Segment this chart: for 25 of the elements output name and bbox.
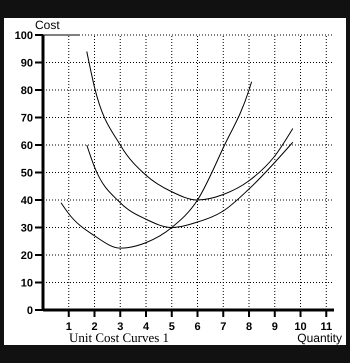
- y-tick-label: 30: [20, 222, 33, 234]
- y-tick-label: 50: [20, 168, 33, 180]
- y-tick-label: 100: [14, 30, 33, 42]
- x-tick-label: 9: [272, 321, 278, 333]
- y-tick-label: 20: [20, 250, 33, 262]
- x-tick-label: 11: [320, 321, 332, 333]
- y-tick-label: 80: [20, 85, 33, 97]
- y-tick-label: 90: [20, 58, 33, 70]
- x-tick-label: 5: [168, 321, 175, 333]
- x-tick-label: 10: [294, 321, 307, 333]
- x-tick-label: 2: [91, 321, 98, 333]
- y-tick-label: 10: [20, 278, 33, 290]
- x-axis-title: Quantity: [297, 331, 342, 345]
- y-tick-label: 0: [26, 305, 33, 317]
- x-tick-label: 3: [117, 321, 124, 333]
- y-axis-title: Cost: [35, 18, 60, 32]
- x-tick-label: 7: [220, 321, 226, 333]
- x-tick-label: 4: [142, 321, 150, 333]
- x-tick-label: 6: [194, 321, 201, 333]
- text: Unit Cost Curves 1: [69, 330, 170, 345]
- x-tick-label: 1: [66, 321, 72, 333]
- y-tick-label: 40: [20, 195, 33, 207]
- y-tick-label: 60: [20, 140, 33, 152]
- y-tick-label: 70: [20, 112, 33, 124]
- x-tick-label: 8: [246, 321, 252, 333]
